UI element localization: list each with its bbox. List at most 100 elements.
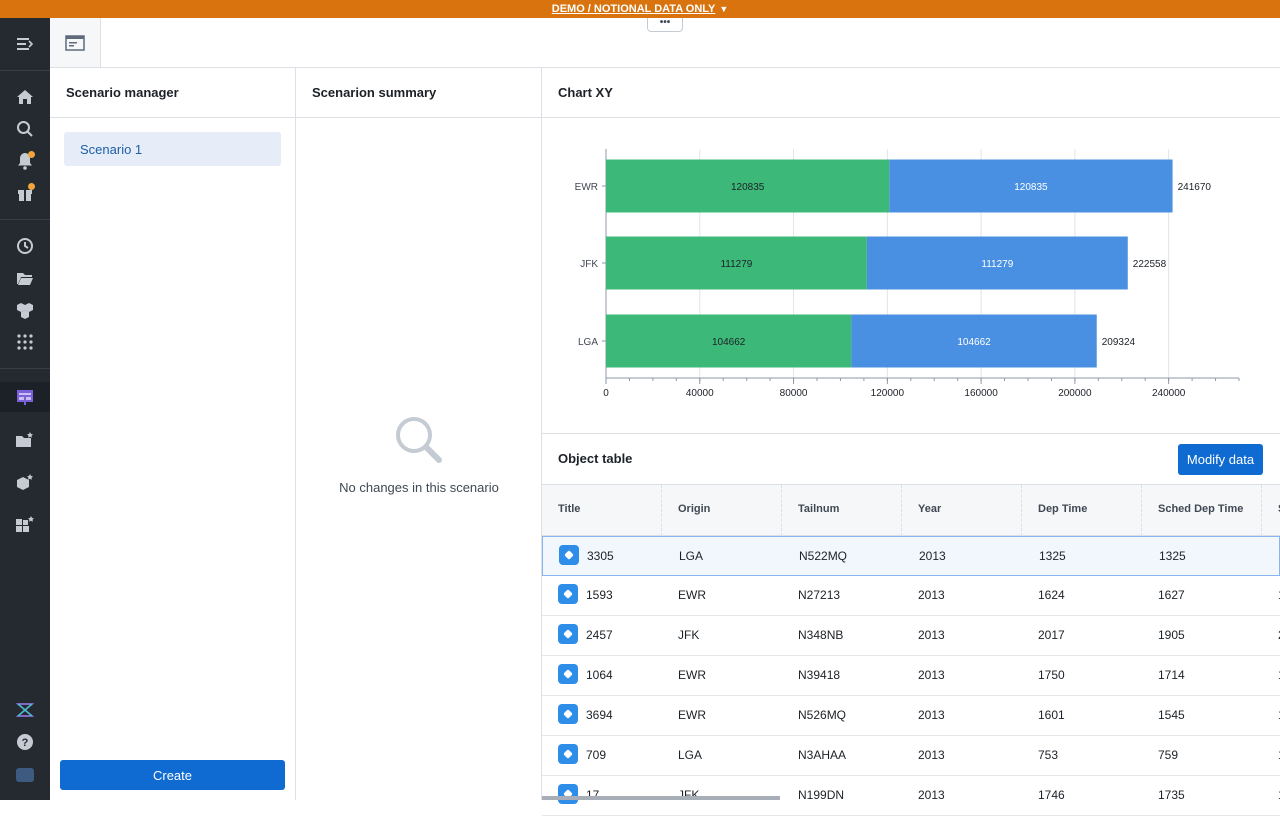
table-cell: 2013 <box>918 788 945 802</box>
apps-grid-icon[interactable] <box>13 330 37 354</box>
table-row[interactable]: 709 LGA N3AHAA 2013 753 759 1 <box>542 736 1280 776</box>
column-header[interactable]: Title <box>542 485 662 536</box>
notifications-icon[interactable] <box>13 149 37 173</box>
object-type-icon <box>558 704 578 724</box>
column-header[interactable]: Tailnum <box>782 485 902 536</box>
banner-text: DEMO / NOTIONAL DATA ONLY <box>551 3 716 15</box>
column-header[interactable]: Sched Dep Time <box>1142 485 1262 536</box>
table-cell: 1325 <box>1159 549 1186 563</box>
classification-banner[interactable]: DEMO / NOTIONAL DATA ONLY ▼ <box>0 0 1280 18</box>
table-cell: 709 <box>542 736 662 775</box>
x-tick-label: 240000 <box>1152 388 1186 399</box>
table-cell: N27213 <box>798 588 841 602</box>
help-icon[interactable]: ? <box>13 730 37 754</box>
y-tick-label: EWR <box>575 182 598 193</box>
chevron-down-icon: ▼ <box>719 4 729 14</box>
starred-apps-icon[interactable] <box>13 512 37 536</box>
data-label: 120835 <box>731 182 765 193</box>
table-cell: 1601 <box>1038 708 1065 722</box>
object-table-panel: Object table Modify data Title Origin Tail… <box>542 434 1280 816</box>
table-cell: 2013 <box>918 708 945 722</box>
empty-message: No changes in this scenario <box>339 480 499 495</box>
x-tick-label: 0 <box>603 388 609 399</box>
column-header[interactable]: S <box>1262 485 1280 536</box>
notification-dot <box>28 151 35 158</box>
table-cell: 1905 <box>1158 628 1185 642</box>
table-cell: 1545 <box>1158 708 1185 722</box>
workshop-app-icon[interactable] <box>13 385 37 409</box>
cubes-icon[interactable] <box>13 298 37 322</box>
table-cell: EWR <box>678 588 706 602</box>
table-cell: 1 <box>1262 776 1280 815</box>
table-cell: 753 <box>1038 748 1059 762</box>
home-icon[interactable] <box>13 85 37 109</box>
bar-segment <box>889 159 1173 213</box>
table-cell: LGA <box>679 549 704 563</box>
column-header[interactable]: Year <box>902 485 1022 536</box>
table-cell: EWR <box>678 708 706 722</box>
window-icon <box>65 34 85 51</box>
table-cell: LGA <box>678 748 703 762</box>
table-row[interactable]: 3305 LGA N522MQ 2013 1325 1325 1 <box>542 536 1280 576</box>
column-header[interactable]: Origin <box>662 485 782 536</box>
y-tick-label: LGA <box>578 337 598 348</box>
object-title[interactable]: 2457 <box>586 628 613 643</box>
table-cell: 1735 <box>1158 788 1185 802</box>
left-navigation: ? <box>0 18 50 800</box>
starred-object-icon[interactable] <box>13 470 37 494</box>
table-row[interactable]: 1064 EWR N39418 2013 1750 1714 1 <box>542 656 1280 696</box>
table-cell: N522MQ <box>799 549 848 563</box>
table-cell: EWR <box>678 668 706 682</box>
x-tick-label: 40000 <box>686 388 714 399</box>
folder-open-icon[interactable] <box>13 266 37 290</box>
table-row[interactable]: 1593 EWR N27213 2013 1624 1627 1 <box>542 576 1280 616</box>
create-button[interactable]: Create <box>60 760 285 790</box>
horizontal-scrollbar[interactable] <box>542 796 780 800</box>
scenario-manager-panel: Scenario manager Scenario 1 Create <box>50 68 296 800</box>
object-type-icon <box>558 784 578 804</box>
bar-chart: 0 40000 80000 120000 160000 200000 240000 EWR 12… <box>575 149 1240 399</box>
x-tick-label: 200000 <box>1058 388 1092 399</box>
search-icon <box>396 417 442 463</box>
table-cell: 1627 <box>1158 588 1185 602</box>
table-cell: N348NB <box>798 628 844 642</box>
user-avatar-icon[interactable] <box>13 763 37 787</box>
column-header[interactable]: Dep Time <box>1022 485 1142 536</box>
gift-icon[interactable] <box>13 181 37 205</box>
expand-sidebar-icon[interactable] <box>13 32 37 56</box>
history-icon[interactable] <box>13 234 37 258</box>
object-title[interactable]: 3305 <box>587 549 614 564</box>
module-tab[interactable] <box>50 18 101 67</box>
notification-dot <box>28 183 35 190</box>
object-title[interactable]: 3694 <box>586 708 613 723</box>
table-cell: 1746 <box>1038 788 1065 802</box>
table-cell: 2013 <box>918 668 945 682</box>
object-title[interactable]: 1064 <box>586 668 613 683</box>
table-cell: 2017 <box>1038 628 1065 642</box>
y-tick-label: JFK <box>580 259 598 270</box>
more-options-button[interactable]: ••• <box>647 18 683 32</box>
object-title[interactable]: 709 <box>586 748 607 763</box>
search-icon[interactable] <box>13 117 37 141</box>
scenario-item[interactable]: Scenario 1 <box>64 132 281 166</box>
modify-data-button[interactable]: Modify data <box>1178 444 1263 475</box>
empty-state: No changes in this scenario <box>296 413 542 495</box>
x-tick-label: 120000 <box>871 388 905 399</box>
table-cell: 2013 <box>918 588 945 602</box>
table-cell: 3694 <box>542 696 662 735</box>
foundry-logo-icon[interactable] <box>13 698 37 722</box>
table-row[interactable]: 3694 EWR N526MQ 2013 1601 1545 1 <box>542 696 1280 736</box>
object-type-icon <box>558 664 578 684</box>
table-cell: N526MQ <box>798 708 847 722</box>
table-cell: 2 <box>1262 616 1280 655</box>
table-cell: 1064 <box>542 656 662 695</box>
object-type-icon <box>558 624 578 644</box>
table-row[interactable]: 2457 JFK N348NB 2013 2017 1905 2 <box>542 616 1280 656</box>
table-cell: 1 <box>1262 736 1280 775</box>
table-cell: 1750 <box>1038 668 1065 682</box>
chart-panel: Chart XY 0 40000 80000 120000 160000 200000 24… <box>542 68 1280 434</box>
object-type-icon <box>558 744 578 764</box>
object-title[interactable]: 1593 <box>586 588 613 603</box>
table-cell: 1 <box>1262 656 1280 695</box>
starred-folder-icon[interactable] <box>13 428 37 452</box>
